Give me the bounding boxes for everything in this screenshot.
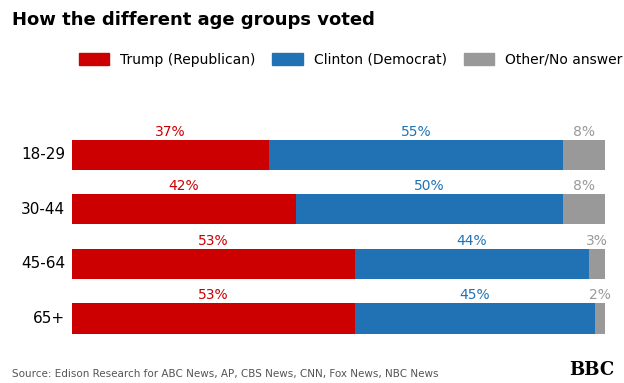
Text: 18-29: 18-29 xyxy=(21,147,66,162)
Bar xyxy=(354,303,595,334)
Text: 50%: 50% xyxy=(414,179,444,193)
Text: 65+: 65+ xyxy=(33,311,66,326)
Bar xyxy=(296,194,563,224)
Bar xyxy=(269,140,563,170)
Text: 55%: 55% xyxy=(401,124,431,139)
Text: 30-44: 30-44 xyxy=(21,202,66,217)
Text: 53%: 53% xyxy=(198,234,228,248)
Text: 53%: 53% xyxy=(198,288,228,303)
Bar xyxy=(354,249,589,279)
Bar xyxy=(563,140,605,170)
Text: 37%: 37% xyxy=(155,124,186,139)
Text: BBC: BBC xyxy=(569,361,615,379)
Bar xyxy=(589,249,605,279)
Text: 8%: 8% xyxy=(573,179,595,193)
Text: 8%: 8% xyxy=(573,124,595,139)
Text: How the different age groups voted: How the different age groups voted xyxy=(12,11,376,29)
Text: 45-64: 45-64 xyxy=(21,256,66,272)
Bar xyxy=(72,249,354,279)
Legend: Trump (Republican), Clinton (Democrat), Other/No answer: Trump (Republican), Clinton (Democrat), … xyxy=(79,53,623,67)
Text: 42%: 42% xyxy=(168,179,199,193)
Bar xyxy=(72,194,296,224)
Bar xyxy=(72,140,269,170)
Text: 3%: 3% xyxy=(587,234,608,248)
Bar xyxy=(595,303,605,334)
Text: Source: Edison Research for ABC News, AP, CBS News, CNN, Fox News, NBC News: Source: Edison Research for ABC News, AP… xyxy=(12,369,439,379)
Text: 44%: 44% xyxy=(457,234,487,248)
Text: 2%: 2% xyxy=(589,288,611,303)
Text: 45%: 45% xyxy=(459,288,490,303)
Bar xyxy=(72,303,354,334)
Bar xyxy=(563,194,605,224)
